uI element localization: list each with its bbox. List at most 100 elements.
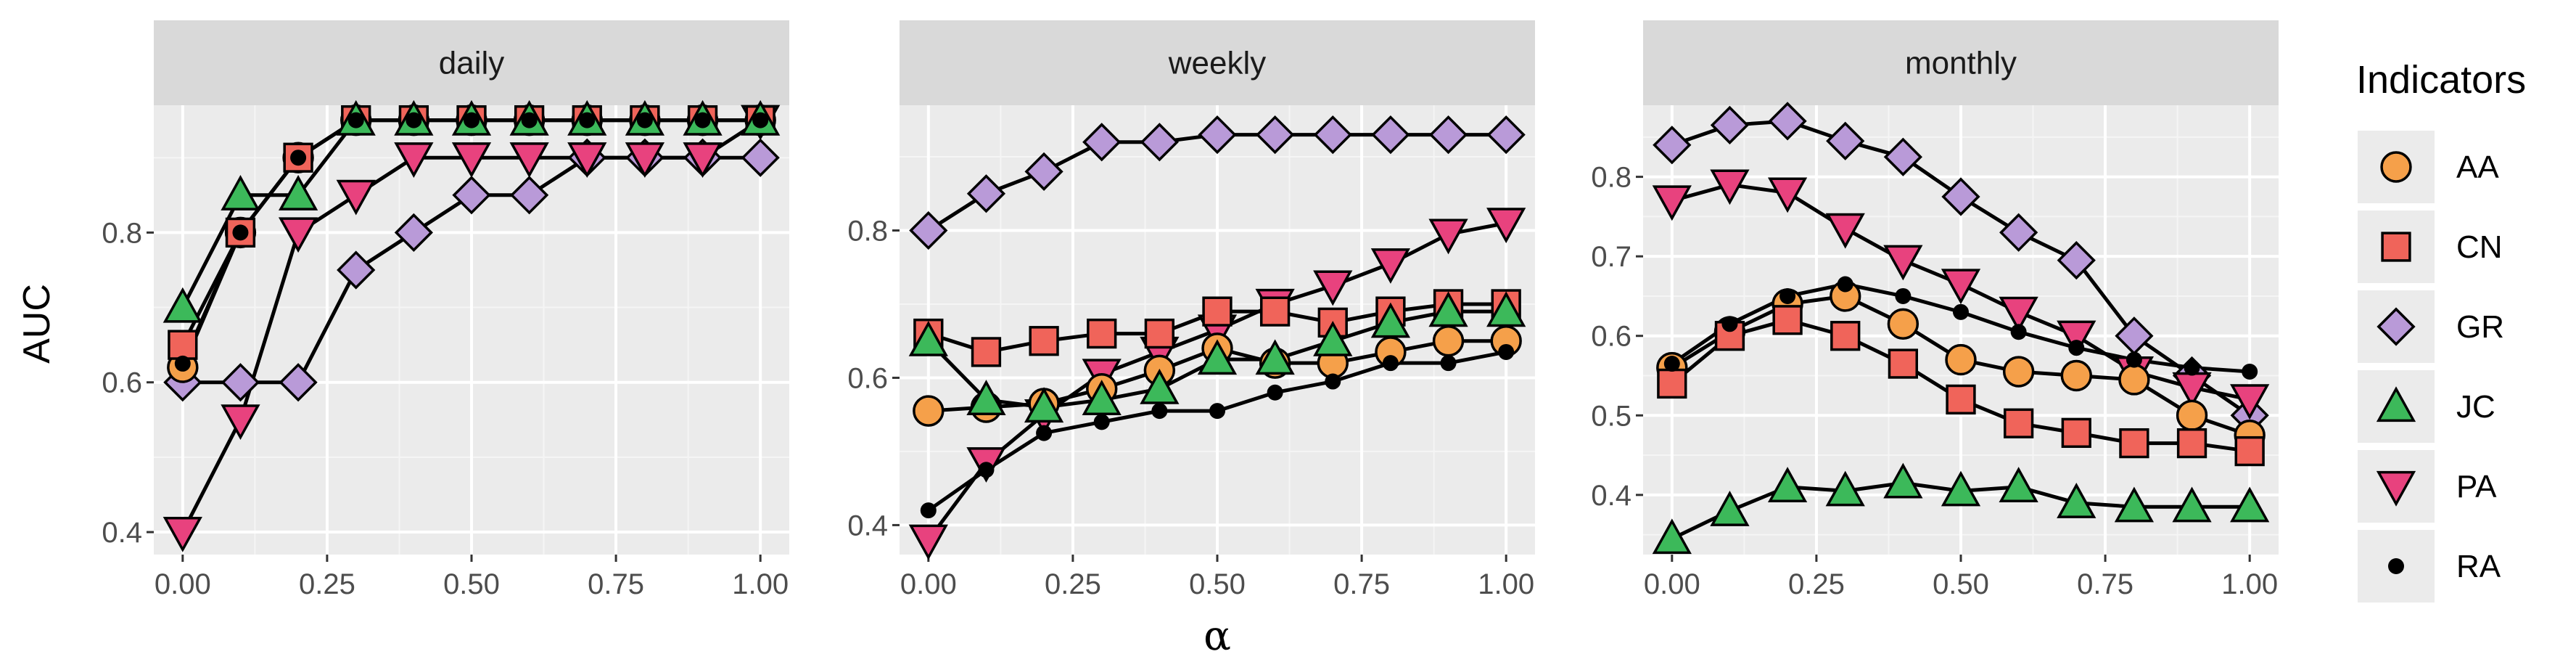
x-axis-title: α xyxy=(1203,613,1231,660)
data-point-PA xyxy=(908,524,948,560)
data-point-JC xyxy=(908,320,948,356)
data-point-RA xyxy=(406,112,422,128)
data-point-CN xyxy=(1830,321,1861,351)
data-point-RA xyxy=(920,502,937,519)
data-point-JC xyxy=(1197,339,1238,375)
data-point-RA xyxy=(1721,316,1738,332)
data-point-GR xyxy=(1198,115,1237,155)
data-point-JC xyxy=(1883,462,1923,499)
data-point-PA xyxy=(1999,296,2038,332)
series-markers-PA xyxy=(1652,169,2270,420)
data-point-GR xyxy=(452,176,491,215)
y-tick-label: 0.4 xyxy=(847,510,888,542)
data-point-RA xyxy=(1093,414,1110,430)
y-tick-label: 0.6 xyxy=(1591,321,1631,353)
data-point-RA xyxy=(1663,356,1680,372)
data-point-JC xyxy=(1710,490,1750,526)
x-tick-label: 0.75 xyxy=(2077,568,2133,600)
x-tick-label: 0.50 xyxy=(443,568,500,600)
data-point-JC xyxy=(2057,483,2096,518)
legend-label-AA: AA xyxy=(2456,150,2499,185)
data-point-RA xyxy=(1209,403,1225,420)
data-point-JC xyxy=(1825,470,1865,507)
data-point-PA xyxy=(221,404,260,441)
data-point-JC xyxy=(1486,291,1526,327)
data-point-JC xyxy=(966,380,1006,415)
legend-key-RA xyxy=(2388,558,2404,574)
data-point-RA xyxy=(232,224,249,241)
data-point-RA xyxy=(1267,384,1283,401)
legend-entry-GR: GR xyxy=(2358,290,2504,363)
data-point-GR xyxy=(1371,115,1410,155)
y-tick-label: 0.7 xyxy=(1591,241,1631,273)
data-point-PA xyxy=(451,142,492,178)
legend-entry-JC: JC xyxy=(2358,370,2495,443)
strip-label-monthly: monthly xyxy=(1905,46,2017,81)
strip-label-daily: daily xyxy=(439,46,505,81)
legend-key-AA xyxy=(2380,151,2412,183)
data-point-PA xyxy=(2230,384,2270,420)
data-point-CN xyxy=(2234,436,2265,467)
data-point-AA xyxy=(1945,343,1977,376)
series-markers-GR xyxy=(163,138,780,402)
data-point-RA xyxy=(1837,276,1853,293)
data-point-RA xyxy=(1779,287,1796,304)
data-point-PA xyxy=(336,179,376,216)
series-markers-RA xyxy=(1663,276,2258,380)
series-markers-CN xyxy=(1657,305,2265,467)
legend-key-GR xyxy=(2377,307,2416,346)
legend-label-CN: CN xyxy=(2456,229,2503,265)
data-point-PA xyxy=(1652,185,1692,221)
y-tick-label: 0.6 xyxy=(847,362,888,394)
data-point-CN xyxy=(1946,384,1976,415)
x-tick-label: 0.25 xyxy=(1788,568,1845,600)
panel-daily: daily 0.00 0.25 0.50 0.75 1.00 0.4 0.6 0.8 xyxy=(102,20,789,600)
data-point-JC xyxy=(1428,291,1468,327)
data-point-CN xyxy=(1087,318,1117,349)
data-point-GR xyxy=(1941,177,1980,216)
data-point-JC xyxy=(2172,486,2212,523)
x-tick-label: 0.00 xyxy=(900,568,957,600)
data-point-JC xyxy=(1370,302,1411,338)
data-point-RA xyxy=(1895,287,1912,304)
legend-label-GR: GR xyxy=(2456,309,2504,345)
data-point-RA xyxy=(978,462,995,478)
x-tick-label: 0.25 xyxy=(299,568,355,600)
data-point-CN xyxy=(2119,428,2149,459)
legend-key-CN xyxy=(2381,232,2411,262)
legend-title: Indicators xyxy=(2356,58,2526,102)
data-point-PA xyxy=(1825,213,1865,249)
legend-label-PA: PA xyxy=(2456,469,2497,504)
data-point-CN xyxy=(1202,296,1233,327)
data-point-GR xyxy=(1653,126,1692,165)
data-point-RA xyxy=(1440,355,1457,372)
data-point-JC xyxy=(1255,339,1295,375)
data-point-PA xyxy=(683,142,723,178)
data-point-JC xyxy=(1140,368,1180,404)
y-tick-label: 0.4 xyxy=(102,517,142,549)
x-tick-label: 1.00 xyxy=(2221,568,2278,600)
data-point-PA xyxy=(278,217,318,253)
data-point-PA xyxy=(567,142,607,178)
x-tick-label: 0.00 xyxy=(155,568,211,600)
data-point-GR xyxy=(510,176,549,215)
data-point-AA xyxy=(2060,359,2092,392)
data-point-GR xyxy=(221,363,260,402)
legend-key-PA xyxy=(2376,470,2416,507)
data-point-JC xyxy=(1941,470,1981,507)
data-point-RA xyxy=(636,112,653,128)
data-point-RA xyxy=(521,112,538,128)
y-tick-label: 0.6 xyxy=(102,367,142,399)
series-markers-RA xyxy=(920,343,1515,519)
data-point-GR xyxy=(1486,115,1526,155)
y-tick-label: 0.5 xyxy=(1591,400,1631,432)
data-point-GR xyxy=(1883,137,1922,176)
series-markers-CN xyxy=(913,289,1521,367)
data-point-RA xyxy=(464,112,480,128)
data-point-JC xyxy=(278,175,318,211)
y-tick-label: 0.8 xyxy=(847,216,888,248)
data-point-RA xyxy=(2010,324,2027,340)
data-point-CN xyxy=(2176,428,2207,459)
data-point-CN xyxy=(2061,417,2091,449)
